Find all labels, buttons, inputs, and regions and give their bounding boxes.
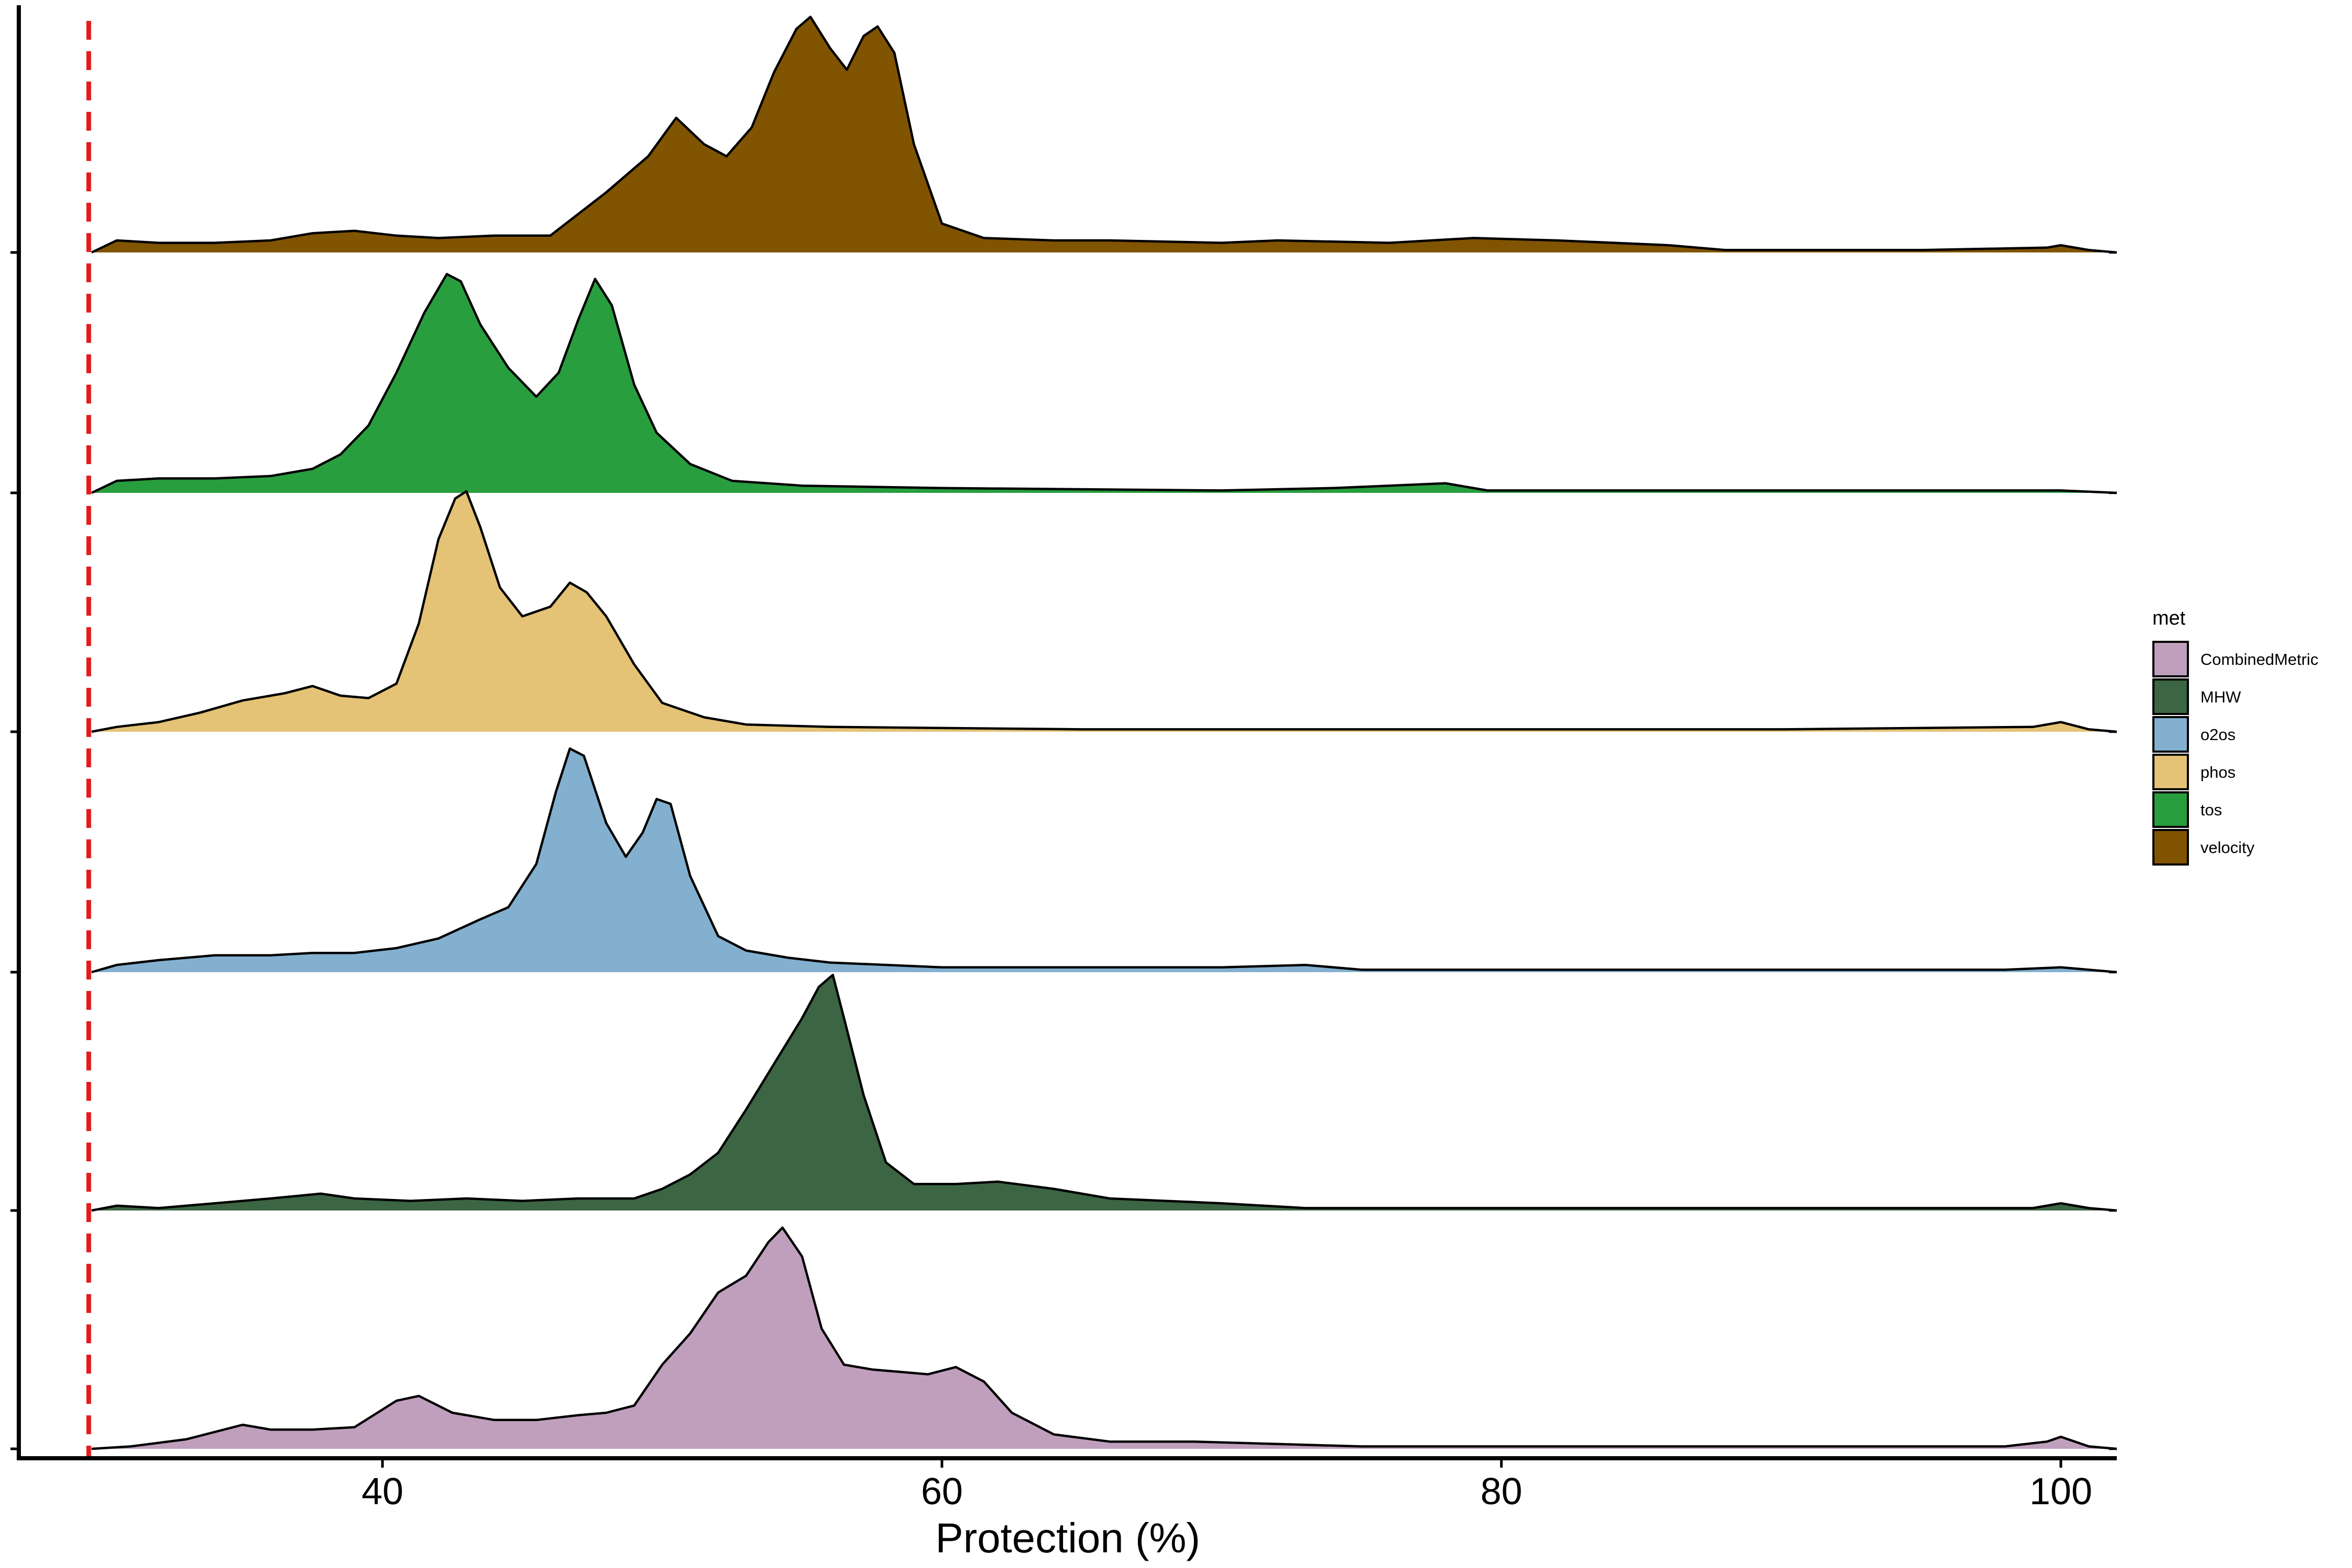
ridge-outline-MHW (91, 973, 2117, 1212)
ridge-tos (91, 273, 2117, 494)
ridge-velocity (91, 15, 2117, 254)
ridge-CombinedMetric (91, 1226, 2117, 1450)
ridge-MHW (91, 973, 2117, 1212)
legend-label-tos: tos (2200, 801, 2222, 819)
ridge-fill-MHW (91, 975, 2117, 1210)
ridge-fill-phos (91, 491, 2117, 732)
ridges-layer (91, 15, 2117, 1450)
ridge-outline-phos (91, 490, 2117, 733)
x-axis-ticks: 40 60 80 100 (362, 1458, 2092, 1513)
x-tick-label-40: 40 (362, 1471, 403, 1513)
ridge-outline-velocity (91, 15, 2117, 254)
legend-label-o2os: o2os (2200, 725, 2235, 744)
legend-label-velocity: velocity (2200, 838, 2255, 857)
ridge-fill-CombinedMetric (91, 1227, 2117, 1449)
legend: met CombinedMetric MHW o2os phos tos velocity (2152, 607, 2319, 866)
x-tick-label-60: 60 (921, 1471, 963, 1513)
axes (10, 5, 2117, 1460)
ridge-outline-CombinedMetric (91, 1226, 2117, 1450)
ridge-o2os (91, 747, 2117, 974)
ridge-fill-velocity (91, 17, 2117, 252)
x-axis-title: Protection (%) (936, 1515, 1201, 1561)
legend-key-o2os (2152, 716, 2189, 753)
legend-label-CombinedMetric: CombinedMetric (2200, 650, 2319, 668)
ridge-outline-o2os (91, 747, 2117, 974)
legend-label-MHW: MHW (2200, 688, 2241, 706)
x-tick-label-80: 80 (1481, 1471, 1523, 1513)
x-tick-label-100: 100 (2030, 1471, 2092, 1513)
ridge-fill-o2os (91, 748, 2117, 972)
ridge-fill-tos (91, 274, 2117, 493)
legend-key-phos (2152, 754, 2189, 790)
legend-key-MHW (2152, 678, 2189, 715)
legend-key-velocity (2152, 829, 2189, 866)
legend-title: met (2152, 607, 2186, 629)
legend-label-phos: phos (2200, 763, 2235, 781)
legend-key-CombinedMetric (2152, 641, 2189, 677)
legend-key-tos (2152, 791, 2189, 828)
ridge-outline-tos (91, 273, 2117, 494)
ridge-phos (91, 490, 2117, 733)
